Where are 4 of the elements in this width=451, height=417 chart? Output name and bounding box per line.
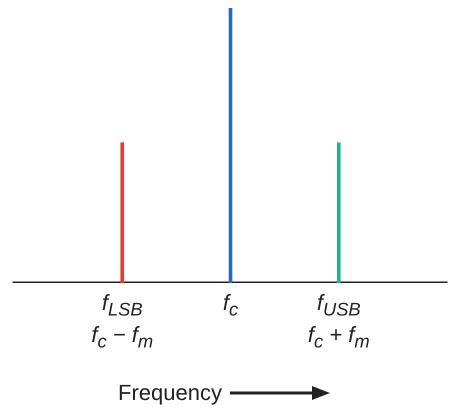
x-tick-label: f$_{USB}$ f$_{c}$ + f$_{m}$	[306, 290, 371, 354]
x-axis-title: Frequency	[118, 380, 222, 406]
x-tick-label: f$_{c}$	[222, 290, 240, 322]
x-tick-label: f$_{LSB}$ f$_{c}$ − f$_{m}$	[90, 290, 154, 354]
